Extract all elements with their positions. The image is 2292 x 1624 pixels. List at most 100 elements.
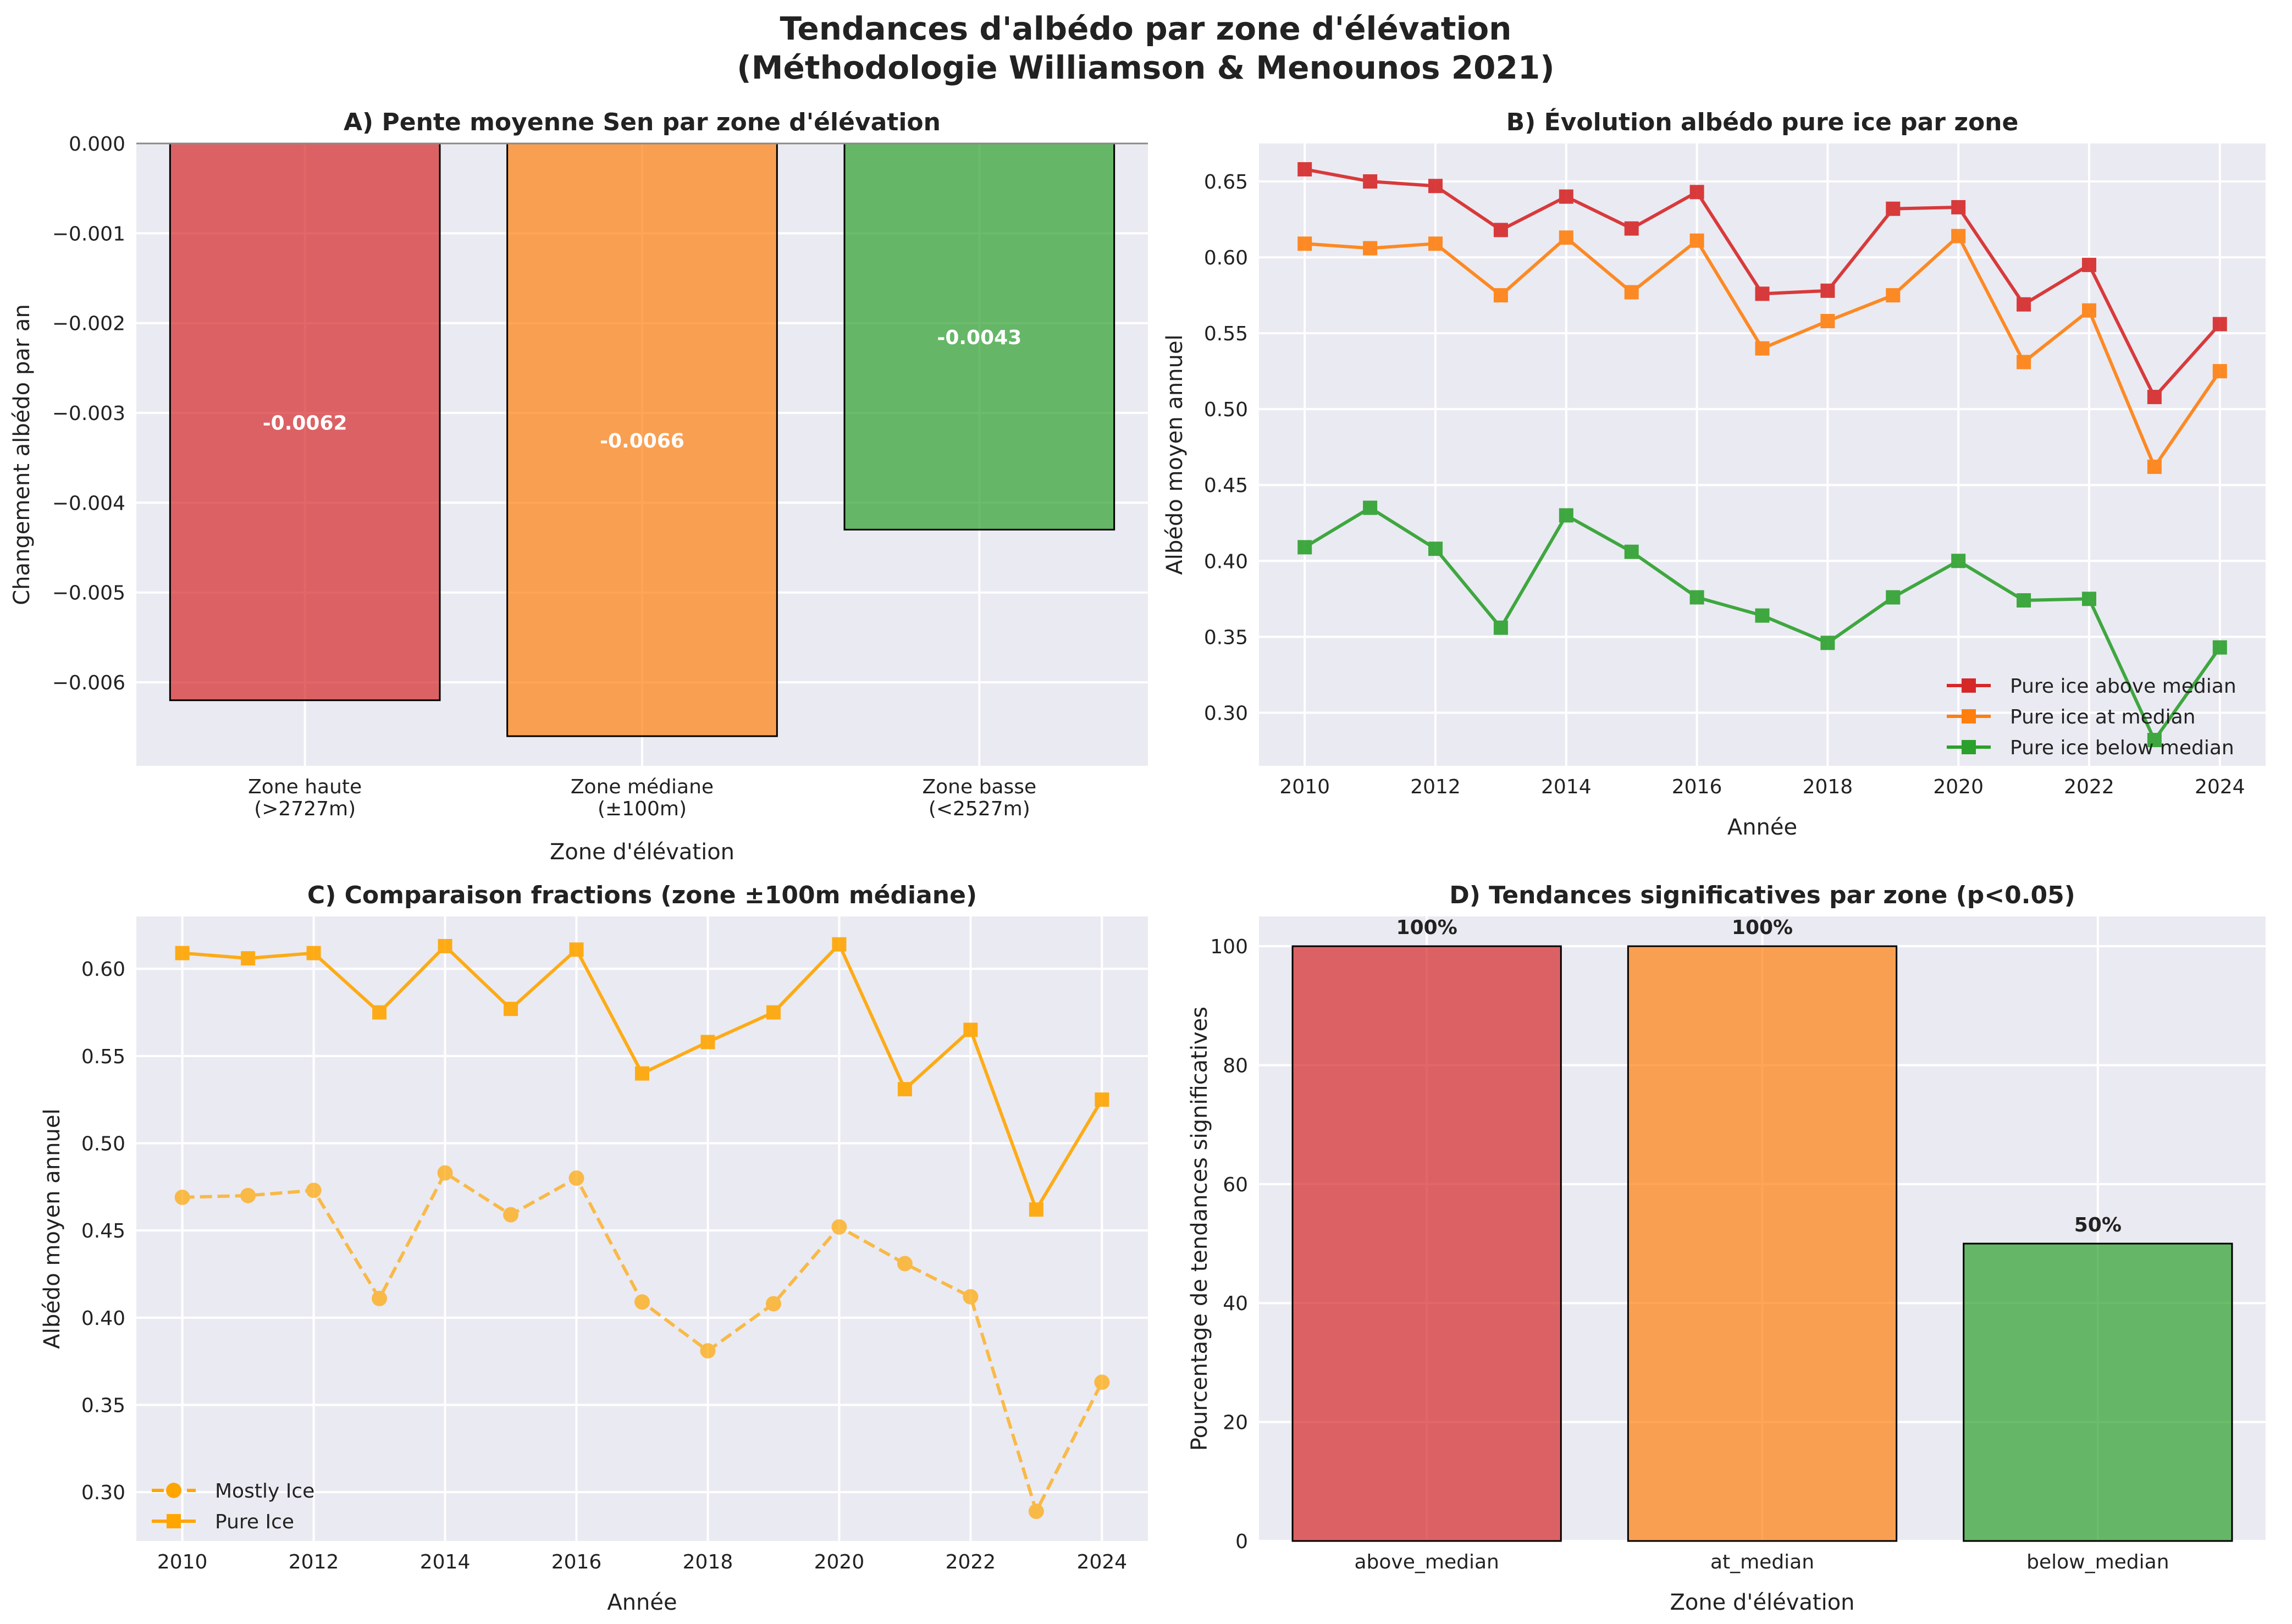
data-point	[174, 1189, 190, 1205]
legend: Mostly Ice Pure Ice	[152, 1480, 314, 1533]
legend-label: Pure ice above median	[2010, 675, 2236, 698]
data-point	[1297, 540, 1312, 555]
data-point	[635, 1066, 649, 1081]
data-point	[2212, 364, 2227, 379]
bar-data-label: 100%	[1396, 916, 1457, 939]
series-mostly-ice	[174, 1165, 1110, 1520]
data-point	[2147, 460, 2162, 474]
legend-marker	[167, 1514, 181, 1528]
y-tick-label: 0.45	[81, 1220, 125, 1242]
data-point	[1689, 185, 1704, 200]
data-point	[1428, 236, 1443, 251]
y-tick-label: 0.60	[81, 958, 125, 981]
data-point	[2081, 257, 2096, 272]
legend-marker	[1962, 740, 1976, 754]
data-point	[1297, 236, 1312, 251]
data-point	[569, 942, 584, 957]
y-tick-label: 0.35	[81, 1394, 125, 1417]
x-tick-label: 2020	[1933, 776, 1984, 798]
data-point	[1559, 189, 1573, 204]
data-point	[438, 938, 452, 953]
data-point	[1363, 500, 1378, 515]
data-point	[2081, 592, 2096, 606]
data-point	[306, 946, 321, 960]
x-tick-label: (<2527m)	[929, 798, 1030, 820]
bar-at-median	[1627, 945, 1898, 1542]
y-axis-label: Albédo moyen annuel	[40, 1108, 65, 1349]
y-tick-label: 0.30	[1204, 702, 1248, 725]
series-pure-ice-above-median	[1297, 162, 2227, 405]
x-axis-label: Zone d'élévation	[1670, 1590, 1854, 1615]
x-tick-label: 2020	[814, 1551, 865, 1573]
bar-zone-basse	[843, 142, 1115, 531]
data-point	[897, 1082, 912, 1097]
data-point	[1624, 285, 1639, 300]
data-point	[372, 1005, 387, 1020]
x-axis-label: Année	[1727, 815, 1797, 840]
data-point	[2017, 593, 2031, 608]
data-point	[306, 1183, 322, 1198]
data-point	[897, 1256, 913, 1272]
series-pure-ice	[175, 937, 1109, 1217]
y-tick-label: 100	[1210, 936, 1248, 958]
x-tick-label: 2022	[2064, 776, 2114, 798]
data-point	[1493, 223, 1508, 237]
data-point	[832, 937, 847, 952]
y-tick-label: 20	[1223, 1412, 1248, 1434]
y-axis-label: Pourcentage de tendances significatives	[1187, 1007, 1212, 1451]
panel-title: A) Pente moyenne Sen par zone d'élévatio…	[344, 108, 941, 136]
data-point	[963, 1023, 978, 1037]
legend-label: Pure ice at median	[2010, 706, 2195, 728]
data-point	[1755, 341, 1770, 356]
x-tick-label: 2010	[1279, 776, 1330, 798]
data-point	[504, 1002, 518, 1017]
y-tick-label: 0.45	[1204, 474, 1248, 497]
x-tick-label: 2024	[1077, 1551, 1128, 1573]
data-point	[634, 1294, 650, 1310]
panel-b-pure-ice-evolution-chart: B) Évolution albédo pure ice par zone Ann…	[1162, 107, 2266, 840]
data-point	[1493, 288, 1508, 303]
data-point	[1886, 201, 1901, 216]
panel-c-fraction-comparison-chart: C) Comparaison fractions (zone ±100m méd…	[40, 881, 1148, 1615]
legend-marker	[1962, 678, 1976, 693]
data-point	[175, 946, 190, 960]
y-axis-label: Changement albédo par an	[9, 304, 35, 605]
panel-title: C) Comparaison fractions (zone ±100m méd…	[307, 881, 977, 909]
data-point	[700, 1343, 716, 1359]
data-point	[1820, 314, 1835, 329]
y-tick-label: 0.35	[1204, 626, 1248, 649]
y-tick-label: 0.60	[1204, 247, 1248, 269]
plot-area	[1259, 143, 2266, 766]
y-tick-label: 0.55	[1204, 323, 1248, 345]
data-point	[1820, 636, 1835, 650]
data-point	[1559, 230, 1573, 245]
x-tick-label: 2022	[946, 1551, 996, 1573]
y-tick-label: 0.40	[81, 1307, 125, 1330]
x-tick-label: Zone haute	[248, 776, 362, 798]
y-axis-label: Albédo moyen annuel	[1162, 334, 1188, 575]
data-point	[1624, 544, 1639, 559]
data-point	[241, 951, 256, 966]
x-tick-label: 2024	[2195, 776, 2245, 798]
x-tick-label: 2010	[157, 1551, 208, 1573]
data-point	[1028, 1504, 1044, 1520]
bar-above-median	[1291, 945, 1562, 1542]
y-tick-label: 80	[1223, 1054, 1248, 1077]
data-point	[766, 1005, 781, 1020]
data-point	[2017, 355, 2031, 369]
legend: Pure ice above median Pure ice at median P…	[1947, 675, 2236, 759]
bar-zone-haute	[169, 142, 441, 701]
x-tick-label: 2014	[1541, 776, 1592, 798]
data-point	[2081, 303, 2096, 318]
bar-below-median	[1963, 1242, 2233, 1542]
x-tick-label: (±100m)	[598, 798, 687, 820]
data-point	[503, 1207, 519, 1223]
legend-marker	[166, 1483, 181, 1498]
data-point	[1363, 241, 1378, 256]
data-point	[1755, 608, 1770, 623]
series-pure-ice-below-median	[1297, 500, 2227, 748]
x-tick-label: 2018	[683, 1551, 733, 1573]
data-point	[2017, 297, 2031, 312]
data-point	[1095, 1092, 1109, 1107]
data-point	[240, 1187, 256, 1203]
